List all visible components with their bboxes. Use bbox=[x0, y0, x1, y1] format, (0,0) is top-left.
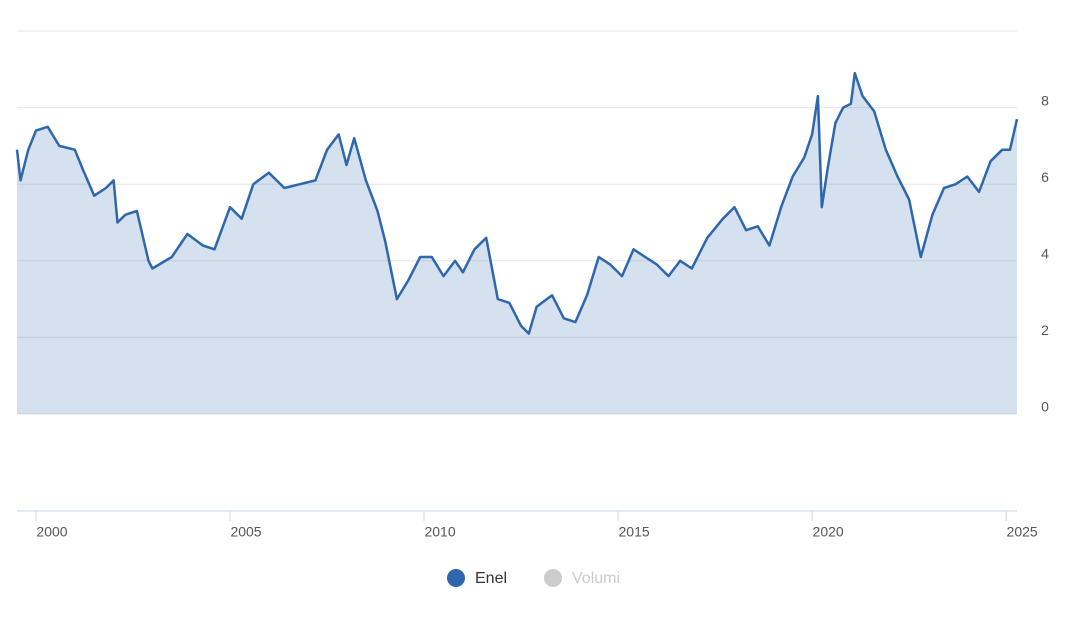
y-tick-label: 0 bbox=[1041, 399, 1049, 415]
x-tick-label: 2020 bbox=[813, 524, 844, 540]
x-tick-label: 2015 bbox=[619, 524, 650, 540]
legend-item[interactable]: Volumi bbox=[544, 569, 620, 587]
area-fill bbox=[17, 73, 1017, 414]
y-tick-label: 2 bbox=[1041, 322, 1049, 338]
x-tick-label: 2000 bbox=[36, 524, 67, 540]
y-tick-label: 4 bbox=[1041, 246, 1049, 262]
x-tick-label: 2010 bbox=[424, 524, 455, 540]
legend-label: Enel bbox=[475, 570, 507, 587]
x-tick-label: 2005 bbox=[230, 524, 261, 540]
legend-marker bbox=[447, 569, 465, 587]
y-tick-label: 6 bbox=[1041, 169, 1049, 185]
legend-item[interactable]: Enel bbox=[447, 569, 507, 587]
y-tick-label: 8 bbox=[1041, 92, 1049, 108]
legend-label: Volumi bbox=[572, 570, 620, 587]
legend: Enel Volumi bbox=[447, 569, 620, 587]
price-line bbox=[15, 71, 1019, 335]
x-tick-label: 2025 bbox=[1007, 524, 1038, 540]
legend-marker bbox=[544, 569, 562, 587]
